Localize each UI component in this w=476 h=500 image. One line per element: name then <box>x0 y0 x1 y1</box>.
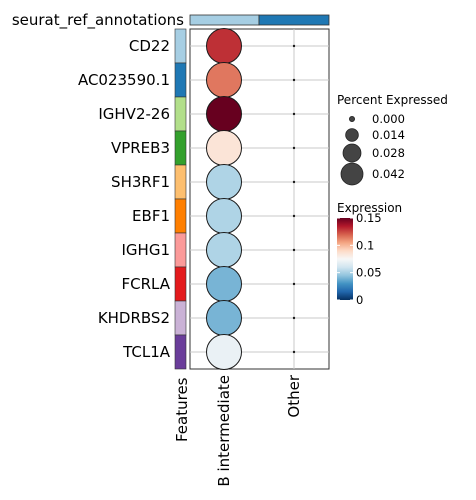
color-legend-title: Expression <box>337 201 402 215</box>
feature-color-cell <box>174 266 187 302</box>
annotation-bar <box>189 14 330 26</box>
feature-label: FCRLA <box>122 275 171 293</box>
dot <box>292 214 296 218</box>
annotation-label: seurat_ref_annotations <box>12 11 184 30</box>
dot <box>206 266 242 302</box>
feature-label: AC023590.1 <box>78 71 170 89</box>
size-legend-label: 0.028 <box>372 146 405 160</box>
dot <box>292 282 296 286</box>
feature-label: IGHV2-26 <box>98 105 170 123</box>
feature-color-cell <box>174 96 187 132</box>
feature-label: TCL1A <box>122 343 171 361</box>
size-legend-dot <box>348 116 355 123</box>
feature-label: EBF1 <box>132 207 170 225</box>
feature-label: IGHG1 <box>122 241 171 259</box>
size-legend-label: 0.042 <box>372 167 405 181</box>
feature-color-cell <box>174 28 187 64</box>
feature-color-cell <box>174 334 187 370</box>
size-legend-dot <box>340 162 364 186</box>
group-labels: B intermediate Other <box>215 374 303 486</box>
feature-label: VPREB3 <box>111 139 170 157</box>
feature-label: KHDRBS2 <box>98 309 170 327</box>
color-legend-label: 0.05 <box>356 266 382 280</box>
feature-color-cell <box>174 164 187 200</box>
feature-label: SH3RF1 <box>111 173 170 191</box>
color-legend-bar <box>337 218 353 300</box>
feature-color-strip <box>174 28 187 370</box>
features-axis-label: Features <box>173 377 191 442</box>
feature-color-cell <box>174 62 187 98</box>
dot <box>206 28 242 64</box>
size-legend-dot <box>342 143 362 163</box>
dot <box>206 164 242 200</box>
size-legend-title: Percent Expressed <box>337 93 448 107</box>
dot <box>206 334 242 370</box>
feature-label: CD22 <box>129 37 170 55</box>
size-legend-label: 0.000 <box>372 112 405 126</box>
feature-color-cell <box>174 198 187 234</box>
group-label: Other <box>285 374 303 417</box>
dot <box>292 316 296 320</box>
size-legend-dot <box>345 128 359 142</box>
annotation-segment <box>258 14 330 26</box>
color-legend-label: 0 <box>356 293 363 307</box>
feature-labels: CD22 AC023590.1 IGHV2-26 VPREB3 SH3RF1 EBF1 IG… <box>78 37 171 361</box>
dot <box>292 248 296 252</box>
color-legend-label: 0.1 <box>356 238 374 252</box>
dot <box>206 232 242 268</box>
dot <box>206 130 242 166</box>
color-legend: 0.15 0.1 0.05 0 <box>337 211 382 307</box>
dot <box>206 62 242 98</box>
color-legend-label: 0.15 <box>356 211 382 225</box>
size-legend: 0.000 0.014 0.028 0.042 <box>340 112 405 186</box>
size-legend-label: 0.014 <box>372 128 405 142</box>
dot <box>206 300 242 336</box>
dot <box>292 112 296 116</box>
dot <box>206 96 242 132</box>
feature-color-cell <box>174 130 187 166</box>
annotation-segment <box>189 14 260 26</box>
dot <box>292 180 296 184</box>
dots <box>206 28 296 370</box>
dot <box>292 44 296 48</box>
group-label: B intermediate <box>215 375 233 487</box>
feature-color-cell <box>174 300 187 336</box>
dot <box>292 78 296 82</box>
dot <box>292 350 296 354</box>
feature-color-cell <box>174 232 187 268</box>
dot <box>206 198 242 234</box>
dot <box>292 146 296 150</box>
